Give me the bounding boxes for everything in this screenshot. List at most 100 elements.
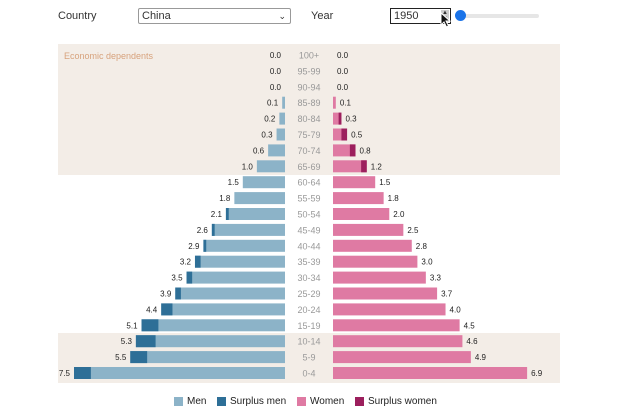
- bar-women-40-44: [333, 239, 412, 252]
- bar-women-45-49: [333, 223, 404, 236]
- controls-bar: Country China ⌄ Year 1950 ▲▼: [0, 0, 620, 34]
- bar-men-5-9: [130, 351, 285, 364]
- age-label-70-74: 70-74: [297, 146, 320, 156]
- value-label-men-15-19: 5.1: [126, 321, 138, 330]
- value-label-women-45-49: 2.5: [407, 226, 419, 235]
- age-label-85-89: 85-89: [297, 98, 320, 108]
- bar-men-35-39: [194, 255, 285, 268]
- bar-surplus-men-50-54: [225, 208, 229, 220]
- value-label-men-25-29: 3.9: [160, 290, 172, 299]
- age-label-35-39: 35-39: [297, 257, 320, 267]
- age-label-90-94: 90-94: [297, 82, 320, 92]
- bar-surplus-men-35-39: [194, 255, 201, 268]
- bar-men-0-4: [74, 367, 285, 379]
- mouse-cursor-icon: [440, 12, 452, 28]
- bar-men-55-59: [234, 192, 285, 205]
- bar-surplus-men-15-19: [141, 319, 159, 332]
- age-label-25-29: 25-29: [297, 289, 320, 299]
- value-label-women-5-9: 4.9: [475, 353, 487, 362]
- value-label-men-40-44: 2.9: [188, 242, 200, 251]
- bar-women-30-34: [333, 271, 426, 284]
- age-label-5-9: 5-9: [302, 353, 315, 363]
- value-label-women-75-79: 0.5: [351, 131, 363, 140]
- bar-men-30-34: [186, 271, 285, 284]
- bar-surplus-men-40-44: [203, 239, 207, 252]
- age-label-30-34: 30-34: [297, 273, 320, 283]
- value-label-women-20-24: 4.0: [450, 305, 462, 314]
- age-label-60-64: 60-64: [297, 178, 320, 188]
- bar-women-60-64: [333, 176, 376, 189]
- age-label-10-14: 10-14: [297, 337, 320, 347]
- bar-women-10-14: [333, 335, 463, 348]
- age-label-20-24: 20-24: [297, 305, 320, 315]
- economic-dependents-label: Economic dependents: [64, 51, 154, 61]
- bar-women-55-59: [333, 192, 384, 205]
- value-label-men-65-69: 1.0: [242, 162, 254, 171]
- value-label-men-95-99: 0.0: [270, 67, 282, 76]
- year-label: Year: [311, 10, 334, 22]
- age-label-80-84: 80-84: [297, 114, 320, 124]
- value-label-men-100+: 0.0: [270, 51, 282, 60]
- value-label-women-15-19: 4.5: [464, 321, 476, 330]
- bar-women-65-69: [333, 160, 367, 173]
- bar-women-85-89: [333, 96, 336, 109]
- population-pyramid-chart: 100+ 0.0 0.0 95-99 0.0 0.0 90-94 0.0 0.0 85-89 0.1…: [59, 51, 543, 379]
- bar-men-40-44: [203, 239, 285, 252]
- bar-surplus-men-20-24: [161, 303, 173, 316]
- bar-surplus-men-5-9: [130, 351, 148, 364]
- dependents-band-elderly: [58, 44, 560, 175]
- bar-surplus-men-30-34: [186, 271, 193, 284]
- bar-men-45-49: [211, 223, 285, 236]
- value-label-women-65-69: 1.2: [371, 162, 383, 171]
- bar-surplus-men-10-14: [135, 335, 156, 348]
- value-label-men-35-39: 3.2: [180, 258, 192, 267]
- bar-women-80-84: [333, 112, 342, 125]
- bar-women-15-19: [333, 319, 460, 332]
- value-label-men-30-34: 3.5: [171, 274, 183, 283]
- value-label-men-75-79: 0.3: [261, 131, 273, 140]
- country-select[interactable]: China ⌄: [138, 8, 291, 24]
- legend-label-surplus-men: Surplus men: [230, 396, 287, 407]
- year-slider-thumb[interactable]: [455, 10, 466, 21]
- bar-men-50-54: [225, 208, 285, 220]
- bar-women-50-54: [333, 208, 390, 220]
- bar-women-20-24: [333, 303, 446, 316]
- value-label-women-0-4: 6.9: [531, 369, 543, 378]
- value-label-men-50-54: 2.1: [211, 210, 223, 219]
- age-label-100+: 100+: [299, 51, 319, 61]
- value-label-women-85-89: 0.1: [340, 99, 352, 108]
- value-label-women-95-99: 0.0: [337, 67, 349, 76]
- value-label-men-5-9: 5.5: [115, 353, 127, 362]
- year-value: 1950: [394, 10, 419, 22]
- bar-men-80-84: [279, 112, 285, 125]
- bar-men-60-64: [242, 176, 285, 189]
- chevron-down-icon: ⌄: [278, 11, 286, 21]
- value-label-women-10-14: 4.6: [466, 337, 478, 346]
- bar-surplus-women-65-69: [361, 160, 367, 173]
- value-label-men-10-14: 5.3: [121, 337, 133, 346]
- value-label-women-100+: 0.0: [337, 51, 349, 60]
- bar-women-25-29: [333, 287, 438, 300]
- value-label-men-90-94: 0.0: [270, 83, 282, 92]
- bar-women-35-39: [333, 255, 418, 268]
- value-label-men-85-89: 0.1: [267, 99, 279, 108]
- bar-surplus-men-45-49: [211, 223, 215, 236]
- bar-surplus-women-75-79: [341, 128, 348, 141]
- value-label-men-45-49: 2.6: [197, 226, 209, 235]
- country-label: Country: [58, 10, 97, 22]
- value-label-men-55-59: 1.8: [219, 194, 231, 203]
- value-label-women-55-59: 1.8: [388, 194, 400, 203]
- legend-label-surplus-women: Surplus women: [368, 396, 437, 407]
- value-label-women-40-44: 2.8: [416, 242, 428, 251]
- age-label-55-59: 55-59: [297, 194, 320, 204]
- year-slider[interactable]: [456, 14, 539, 18]
- legend-swatch-women: [297, 397, 306, 406]
- bar-men-70-74: [268, 144, 285, 157]
- age-label-45-49: 45-49: [297, 225, 320, 235]
- value-label-men-20-24: 4.4: [146, 305, 158, 314]
- age-label-40-44: 40-44: [297, 241, 320, 251]
- age-label-95-99: 95-99: [297, 66, 320, 76]
- bar-women-0-4: [333, 367, 528, 379]
- age-label-50-54: 50-54: [297, 210, 320, 220]
- bar-surplus-men-0-4: [74, 367, 91, 379]
